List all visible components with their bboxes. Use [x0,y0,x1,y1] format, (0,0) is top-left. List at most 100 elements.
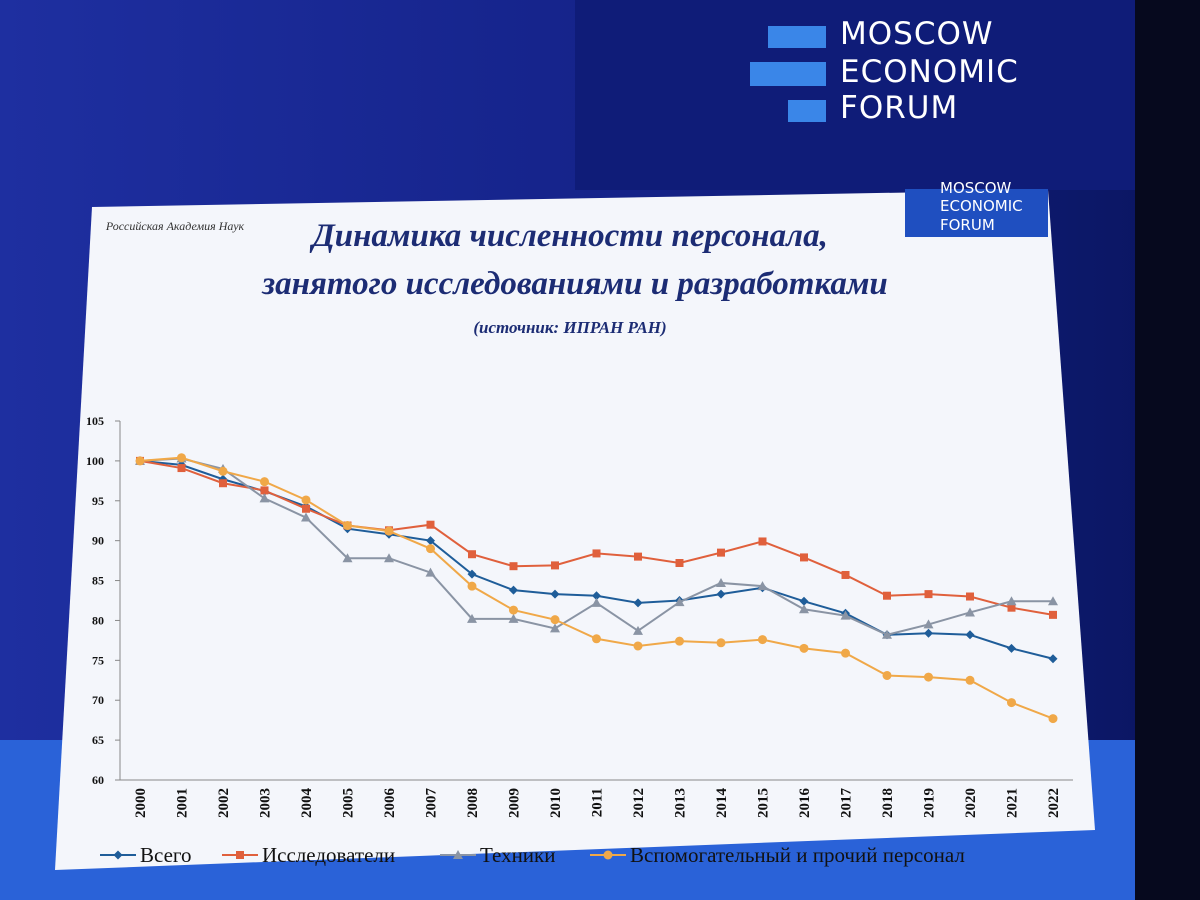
screen-panel [575,0,1135,190]
y-tick-label: 95 [92,494,104,508]
legend-marker [453,850,463,859]
logo-text: ECONOMIC [840,54,1019,90]
point [177,453,186,463]
point [592,549,601,558]
legend-marker [603,850,613,860]
point [1048,596,1058,606]
chart-title: Динамика численности персонала, [309,218,828,254]
point [800,553,808,562]
x-tick-label: 2015 [756,788,772,818]
screen-edge [1135,0,1200,900]
chart-subtitle: (источник: ИПРАН РАН) [473,318,666,337]
x-tick-label: 2013 [673,788,689,818]
point [259,493,270,503]
point [426,520,435,529]
y-tick-label: 60 [92,773,104,787]
point [467,569,477,579]
point [882,670,892,680]
x-tick-label: 2011 [590,788,606,817]
point [675,636,684,646]
slide-logo-box [905,189,1048,237]
point [467,581,477,591]
point [301,512,311,522]
point [1048,654,1058,664]
legend-label: Вспомогательный и прочий персонал [630,843,965,867]
chart-title: занятого исследованиями и разработками [261,266,888,302]
point [924,590,933,599]
x-tick-label: 2017 [839,788,855,819]
point [219,479,227,488]
x-tick-label: 2022 [1046,788,1062,818]
x-tick-label: 2002 [216,788,232,818]
point [841,570,850,579]
point [840,610,851,620]
point [425,567,436,577]
point [799,596,809,606]
y-tick-label: 75 [92,653,104,667]
point [260,477,269,487]
point [468,550,476,559]
point [966,592,974,601]
point [1048,714,1058,724]
point [591,597,602,607]
x-tick-label: 2010 [548,788,564,818]
x-tick-label: 2014 [714,788,730,819]
point [799,643,809,653]
point [384,553,394,563]
x-tick-label: 2021 [1005,788,1021,818]
point [467,613,477,623]
point [923,619,934,629]
point [342,553,353,563]
point [550,615,560,625]
point [633,641,643,651]
legend-marker [236,851,244,859]
x-tick-label: 2018 [880,788,896,818]
point [882,629,892,639]
y-tick-label: 70 [92,693,104,707]
point [634,552,642,561]
point [508,613,519,623]
point [757,581,768,591]
x-tick-label: 2019 [922,788,938,818]
point [509,605,518,615]
x-tick-label: 2007 [424,788,440,819]
y-tick-label: 100 [86,454,104,468]
point [1049,610,1057,619]
point [675,559,684,568]
x-tick-label: 2000 [133,788,149,818]
x-tick-label: 2020 [963,788,979,818]
point [1007,698,1016,708]
y-tick-label: 80 [92,613,104,627]
point [717,548,725,557]
point [592,634,601,644]
x-tick-label: 2016 [797,788,813,819]
point [965,630,975,640]
point [302,504,310,513]
legend-label: Техники [480,843,556,867]
point [343,521,352,531]
point [965,607,975,617]
point [177,464,186,473]
x-tick-label: 2003 [258,788,274,818]
point [1007,643,1016,653]
point [716,589,726,599]
point [633,598,643,608]
point [965,675,975,685]
slide [55,190,1095,870]
logo-text: FORUM [840,90,958,126]
logo-bar [788,100,826,122]
y-tick-label: 90 [92,534,104,548]
point [924,672,933,682]
logo-text: MOSCOW [840,16,994,52]
logo-bar [768,26,826,48]
point [799,604,809,614]
point [550,623,560,633]
point [716,638,726,648]
logo-bar [750,62,826,86]
point [758,635,767,645]
point [841,648,850,658]
point [260,486,269,495]
point [384,526,394,536]
